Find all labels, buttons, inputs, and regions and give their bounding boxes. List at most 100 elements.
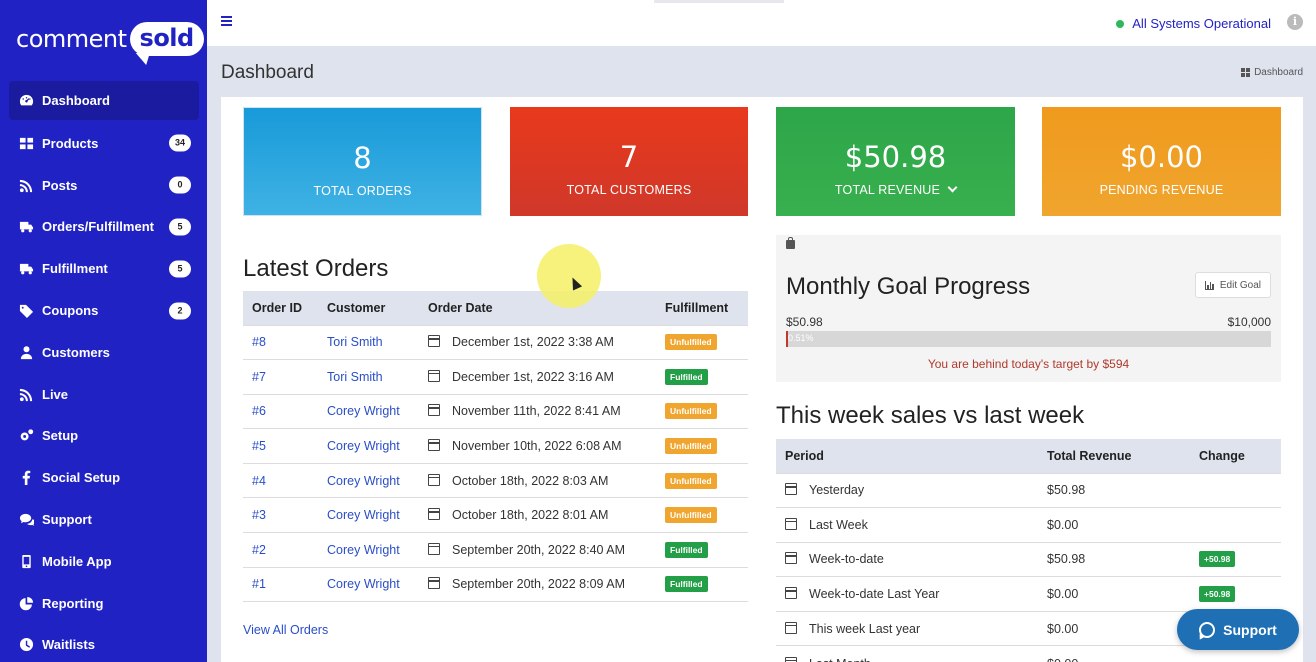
customer-link[interactable]: Corey Wright	[327, 404, 400, 419]
sidebar-item-coupons[interactable]: Coupons 2	[9, 290, 199, 332]
sidebar-item-label: Setup	[42, 428, 79, 444]
sidebar-item-label: Waitlists	[42, 637, 95, 653]
sidebar-count-badge: 0	[169, 176, 191, 194]
sidebar-item-posts[interactable]: Posts 0	[9, 164, 199, 206]
info-icon[interactable]: i	[1287, 14, 1303, 30]
order-row[interactable]: #3 Corey Wright October 18th, 2022 8:01 AM…	[243, 497, 748, 533]
week-sales-title: This week sales vs last week	[776, 402, 1085, 429]
calendar-icon	[428, 577, 440, 590]
col-total-revenue: Total Revenue	[1038, 439, 1190, 473]
period-revenue: $50.98	[1047, 483, 1086, 498]
total-orders-card[interactable]: 8 TOTAL ORDERS	[243, 107, 482, 216]
dashboard-icon	[18, 93, 34, 109]
order-date: October 18th, 2022 8:03 AM	[452, 473, 609, 488]
sidebar-item-setup[interactable]: Setup	[9, 415, 199, 457]
sidebar-item-label: Posts	[42, 177, 78, 193]
calendar-icon	[785, 587, 797, 600]
fulfillment-status-badge: Unfulfilled	[665, 472, 717, 489]
total-customers-card[interactable]: 7 TOTAL CUSTOMERS	[510, 107, 748, 216]
customer-link[interactable]: Corey Wright	[327, 473, 400, 488]
sidebar-item-label: Mobile App	[42, 553, 112, 569]
system-status[interactable]: All Systems Operational	[1116, 16, 1271, 31]
sidebar-item-fulfillment[interactable]: Fulfillment 5	[9, 248, 199, 290]
period-label: Yesterday	[809, 483, 865, 498]
order-row[interactable]: #6 Corey Wright November 11th, 2022 8:41 A…	[243, 393, 748, 429]
fulfillment-status-badge: Fulfilled	[665, 541, 708, 558]
order-id-link[interactable]: #4	[252, 473, 266, 488]
sidebar-item-orders-fulfillment[interactable]: Orders/Fulfillment 5	[9, 206, 199, 248]
order-date: November 10th, 2022 6:08 AM	[452, 439, 622, 454]
support-chat-button[interactable]: Support	[1177, 609, 1299, 650]
chat-icon	[18, 512, 34, 528]
period-revenue: $0.00	[1047, 657, 1078, 662]
rss-icon	[18, 386, 34, 402]
order-id-link[interactable]: #3	[252, 508, 266, 523]
goal-current-value: $50.98	[786, 315, 823, 329]
order-id-link[interactable]: #1	[252, 577, 266, 592]
order-row[interactable]: #4 Corey Wright October 18th, 2022 8:03 AM…	[243, 462, 748, 498]
total-revenue-label-text: TOTAL REVENUE	[834, 183, 941, 197]
view-all-orders-link[interactable]: View All Orders	[243, 623, 329, 637]
sidebar-item-waitlists[interactable]: Waitlists	[9, 624, 199, 662]
sidebar-item-dashboard[interactable]: Dashboard	[9, 81, 199, 120]
customer-link[interactable]: Corey Wright	[327, 542, 400, 557]
customer-link[interactable]: Corey Wright	[327, 439, 400, 454]
gears-icon	[18, 428, 34, 444]
sidebar-item-live[interactable]: Live	[9, 373, 199, 415]
order-id-link[interactable]: #2	[252, 542, 266, 557]
order-id-link[interactable]: #8	[252, 335, 266, 350]
order-row[interactable]: #5 Corey Wright November 10th, 2022 6:08 A…	[243, 428, 748, 464]
sidebar-item-products[interactable]: Products 34	[9, 123, 199, 165]
hamburger-menu-icon[interactable]	[221, 16, 232, 26]
pending-revenue-card[interactable]: $0.00 PENDING REVENUE	[1042, 107, 1281, 216]
total-revenue-card[interactable]: $50.98 TOTAL REVENUE	[776, 107, 1015, 216]
period-revenue: $50.98	[1047, 552, 1086, 567]
sidebar-nav: Dashboard Products 34 Posts 0 Orders/Fulfillm…	[9, 81, 199, 662]
order-row[interactable]: #1 Corey Wright September 20th, 2022 8:09 …	[243, 566, 748, 603]
order-row[interactable]: #2 Corey Wright September 20th, 2022 8:40 …	[243, 532, 748, 568]
order-date: September 20th, 2022 8:40 AM	[452, 542, 626, 557]
support-button-label: Support	[1223, 621, 1277, 638]
customer-link[interactable]: Tori Smith	[327, 335, 383, 350]
breadcrumb[interactable]: Dashboard	[1241, 67, 1303, 78]
sidebar-item-label: Customers	[42, 344, 110, 360]
order-id-link[interactable]: #5	[252, 439, 266, 454]
calendar-icon	[428, 369, 440, 382]
total-revenue-label: TOTAL REVENUE	[776, 182, 1015, 197]
sidebar-item-customers[interactable]: Customers	[9, 331, 199, 373]
commentsold-logo[interactable]: comment sold	[16, 18, 204, 60]
bar-chart-icon	[1205, 280, 1214, 290]
truck-icon	[18, 261, 34, 277]
period-revenue: $0.00	[1047, 621, 1079, 636]
customer-link[interactable]: Corey Wright	[327, 508, 400, 523]
edit-goal-label: Edit Goal	[1219, 279, 1261, 291]
order-row[interactable]: #7 Tori Smith December 1st, 2022 3:16 AM Fu…	[243, 359, 748, 395]
chevron-down-icon[interactable]	[947, 182, 958, 193]
sidebar-item-support[interactable]: Support	[9, 499, 199, 541]
total-customers-label: TOTAL CUSTOMERS	[566, 183, 692, 197]
customer-link[interactable]: Tori Smith	[327, 369, 383, 384]
goal-target-value: $10,000	[1227, 315, 1271, 329]
period-revenue: $0.00	[1047, 587, 1079, 602]
sidebar-item-mobile-app[interactable]: Mobile App	[9, 540, 199, 582]
total-orders-value: 8	[353, 141, 372, 175]
sidebar-item-label: Reporting	[42, 595, 104, 611]
calendar-icon	[428, 439, 440, 452]
breadcrumb-label: Dashboard	[1254, 67, 1303, 78]
order-id-link[interactable]: #6	[252, 404, 266, 419]
order-id-link[interactable]: #7	[252, 369, 266, 384]
customer-link[interactable]: Corey Wright	[327, 577, 400, 592]
total-orders-label: TOTAL ORDERS	[313, 184, 412, 198]
facebook-icon	[18, 470, 34, 486]
col-order-id: Order ID	[243, 291, 318, 325]
calendar-icon	[428, 335, 440, 348]
page-title: Dashboard	[221, 62, 314, 83]
order-row[interactable]: #8 Tori Smith December 1st, 2022 3:38 AM Un…	[243, 324, 748, 360]
dashboard-content: 8 TOTAL ORDERS 7 TOTAL CUSTOMERS $50.98 …	[221, 97, 1303, 662]
edit-goal-button[interactable]: Edit Goal	[1195, 272, 1271, 298]
latest-orders-title: Latest Orders	[243, 255, 389, 282]
sidebar-item-reporting[interactable]: Reporting	[9, 582, 199, 624]
sidebar-item-social-setup[interactable]: Social Setup	[9, 457, 199, 499]
dashboard-grid-icon	[1241, 68, 1251, 77]
col-customer: Customer	[318, 291, 419, 325]
